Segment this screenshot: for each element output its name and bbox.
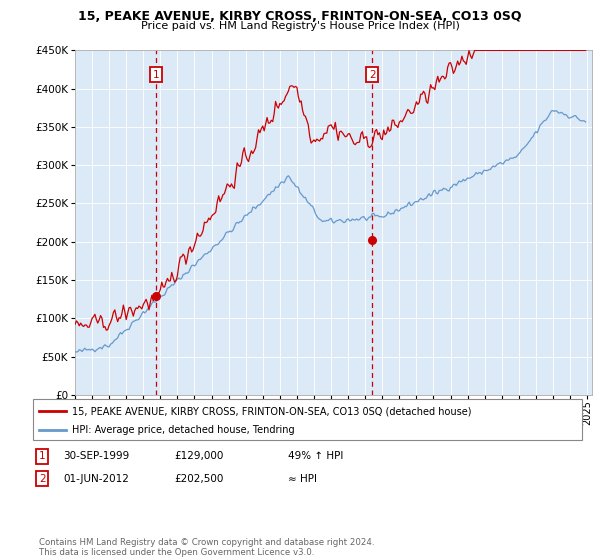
- Text: 15, PEAKE AVENUE, KIRBY CROSS, FRINTON-ON-SEA, CO13 0SQ (detached house): 15, PEAKE AVENUE, KIRBY CROSS, FRINTON-O…: [72, 407, 472, 417]
- Text: Contains HM Land Registry data © Crown copyright and database right 2024.
This d: Contains HM Land Registry data © Crown c…: [39, 538, 374, 557]
- Text: 49% ↑ HPI: 49% ↑ HPI: [288, 451, 343, 461]
- Text: 30-SEP-1999: 30-SEP-1999: [63, 451, 129, 461]
- Text: 1: 1: [39, 451, 46, 461]
- Text: £202,500: £202,500: [174, 474, 223, 484]
- Text: 1: 1: [153, 69, 160, 80]
- Text: Price paid vs. HM Land Registry's House Price Index (HPI): Price paid vs. HM Land Registry's House …: [140, 21, 460, 31]
- Text: ≈ HPI: ≈ HPI: [288, 474, 317, 484]
- Text: 15, PEAKE AVENUE, KIRBY CROSS, FRINTON-ON-SEA, CO13 0SQ: 15, PEAKE AVENUE, KIRBY CROSS, FRINTON-O…: [78, 10, 522, 22]
- Text: £129,000: £129,000: [174, 451, 223, 461]
- Text: 2: 2: [369, 69, 376, 80]
- Text: 2: 2: [39, 474, 46, 484]
- Text: 01-JUN-2012: 01-JUN-2012: [63, 474, 129, 484]
- Text: HPI: Average price, detached house, Tendring: HPI: Average price, detached house, Tend…: [72, 424, 295, 435]
